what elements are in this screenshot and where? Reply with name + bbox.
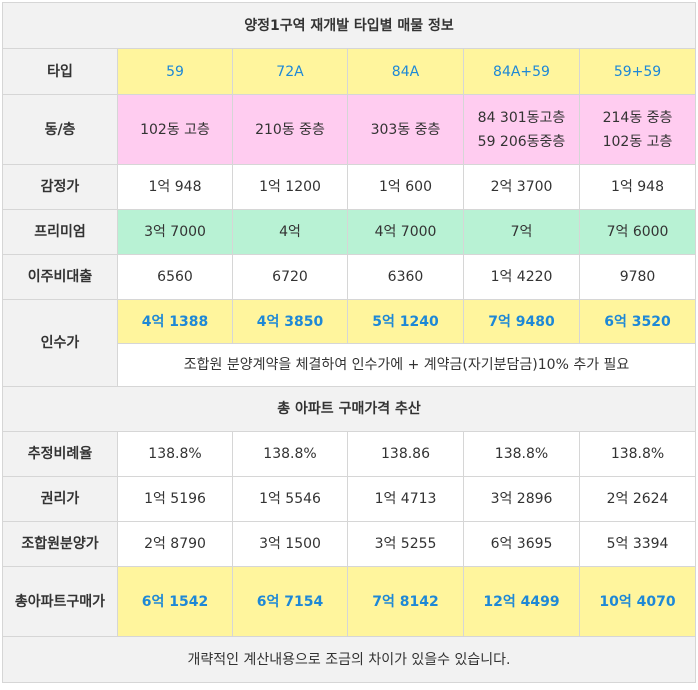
footer-row: 개략적인 계산내용으로 조금의 차이가 있을수 있습니다. xyxy=(1,636,697,683)
type-cell: 84A+59 xyxy=(463,48,580,95)
acquisition-cell: 4억 3850 xyxy=(232,299,348,344)
dong-floor-line: 102동 고층 xyxy=(602,133,673,150)
section2-title-row: 총 아파트 구매가격 추산 xyxy=(1,386,697,432)
loan-cell: 9780 xyxy=(578,254,697,300)
acquisition-cell: 7억 9480 xyxy=(463,299,580,344)
acquisition-note: 조합원 분양계약을 체결하여 인수가에 + 계약금(자기분담금)10% 추가 필… xyxy=(116,343,697,387)
row-label-total-price: 총아파트구매가 xyxy=(2,566,118,637)
type-cell: 59 xyxy=(117,48,233,95)
loan-cell: 6360 xyxy=(347,254,464,300)
rights-cell: 2억 2624 xyxy=(578,476,697,522)
row-label-member-price: 조합원분양가 xyxy=(2,521,118,567)
rights-cell: 1억 5546 xyxy=(232,476,348,522)
row-label-type: 타입 xyxy=(2,48,118,95)
acquisition-cell: 5억 1240 xyxy=(347,299,464,344)
type-row: 타입 59 72A 84A 84A+59 59+59 xyxy=(2,48,697,95)
dong-floor-line: 102동 고층 xyxy=(140,121,210,138)
relocation-loan-row: 이주비대출 6560 6720 6360 1억 4220 9780 xyxy=(2,254,697,300)
dong-floor-line: 214동 중층 xyxy=(602,109,673,126)
total-price-cell: 6억 7154 xyxy=(232,566,348,637)
table-title: 양정1구역 재개발 타입별 매물 정보 xyxy=(1,2,697,49)
loan-cell: 1억 4220 xyxy=(463,254,580,300)
premium-cell: 4억 7000 xyxy=(347,209,464,255)
rights-cell: 1억 4713 xyxy=(347,476,464,522)
premium-cell: 4억 xyxy=(232,209,348,255)
acquisition-note-row: 조합원 분양계약을 체결하여 인수가에 + 계약금(자기분담금)10% 추가 필… xyxy=(3,343,697,387)
loan-cell: 6560 xyxy=(117,254,233,300)
ratio-row: 추정비례율 138.8% 138.8% 138.86 138.8% 138.8% xyxy=(2,431,697,477)
appraisal-cell: 1억 948 xyxy=(578,164,697,210)
dong-floor-line: 303동 중층 xyxy=(370,121,441,138)
row-label-acquisition: 인수가 xyxy=(2,299,118,387)
row-label-ratio: 추정비례율 xyxy=(2,431,118,477)
premium-cell: 3억 7000 xyxy=(117,209,233,255)
member-price-cell: 3억 1500 xyxy=(232,521,348,567)
dong-floor-line: 210동 중층 xyxy=(255,121,325,138)
loan-cell: 6720 xyxy=(232,254,348,300)
member-price-cell: 2억 8790 xyxy=(117,521,233,567)
total-price-row: 총아파트구매가 6억 1542 6억 7154 7억 8142 12억 4499… xyxy=(2,566,697,637)
dong-floor-cell: 210동 중층 xyxy=(232,94,348,165)
type-cell: 59+59 xyxy=(578,48,697,95)
section2-title: 총 아파트 구매가격 추산 xyxy=(1,386,697,432)
type-cell: 84A xyxy=(347,48,464,95)
row-label-dong-floor: 동/층 xyxy=(2,94,118,165)
dong-floor-cell: 84 301동고층 59 206동중층 xyxy=(463,94,580,165)
total-price-cell: 10억 4070 xyxy=(578,566,697,637)
dong-floor-row: 동/층 102동 고층 210동 중층 303동 중층 84 301동고층 59… xyxy=(2,94,697,165)
premium-row: 프리미엄 3억 7000 4억 4억 7000 7억 7억 6000 xyxy=(2,209,697,255)
dong-floor-cell: 102동 고층 xyxy=(117,94,233,165)
appraisal-cell: 1억 1200 xyxy=(232,164,348,210)
row-label-premium: 프리미엄 xyxy=(2,209,118,255)
footer-note: 개략적인 계산내용으로 조금의 차이가 있을수 있습니다. xyxy=(1,636,697,683)
type-cell: 72A xyxy=(232,48,348,95)
dong-floor-cell: 303동 중층 xyxy=(347,94,464,165)
member-price-row: 조합원분양가 2억 8790 3억 1500 3억 5255 6억 3695 5… xyxy=(2,521,697,567)
row-label-rights: 권리가 xyxy=(2,476,118,522)
appraisal-cell: 2억 3700 xyxy=(463,164,580,210)
premium-cell: 7억 xyxy=(463,209,580,255)
appraisal-cell: 1억 948 xyxy=(117,164,233,210)
total-price-cell: 12억 4499 xyxy=(463,566,580,637)
ratio-cell: 138.8% xyxy=(463,431,580,477)
ratio-cell: 138.86 xyxy=(347,431,464,477)
member-price-cell: 3억 5255 xyxy=(347,521,464,567)
member-price-cell: 5억 3394 xyxy=(578,521,697,567)
total-price-cell: 7억 8142 xyxy=(347,566,464,637)
row-label-appraisal: 감정가 xyxy=(2,164,118,210)
acquisition-cell: 4억 1388 xyxy=(117,299,233,344)
dong-floor-cell: 214동 중층 102동 고층 xyxy=(578,94,697,165)
acquisition-cell: 6억 3520 xyxy=(578,299,697,344)
member-price-cell: 6억 3695 xyxy=(463,521,580,567)
ratio-cell: 138.8% xyxy=(232,431,348,477)
ratio-cell: 138.8% xyxy=(578,431,697,477)
appraisal-cell: 1억 600 xyxy=(347,164,464,210)
dong-floor-line: 84 301동고층 xyxy=(477,109,566,126)
rights-cell: 1억 5196 xyxy=(117,476,233,522)
rights-cell: 3억 2896 xyxy=(463,476,580,522)
row-label-relocation-loan: 이주비대출 xyxy=(2,254,118,300)
premium-cell: 7억 6000 xyxy=(578,209,697,255)
rights-row: 권리가 1억 5196 1억 5546 1억 4713 3억 2896 2억 2… xyxy=(2,476,697,522)
ratio-cell: 138.8% xyxy=(117,431,233,477)
dong-floor-line: 59 206동중층 xyxy=(477,133,566,150)
title-row: 양정1구역 재개발 타입별 매물 정보 xyxy=(1,2,697,49)
appraisal-row: 감정가 1억 948 1억 1200 1억 600 2억 3700 1억 948 xyxy=(2,164,697,210)
total-price-cell: 6억 1542 xyxy=(117,566,233,637)
acquisition-row: 인수가 4억 1388 4억 3850 5억 1240 7억 9480 6억 3… xyxy=(2,299,697,387)
